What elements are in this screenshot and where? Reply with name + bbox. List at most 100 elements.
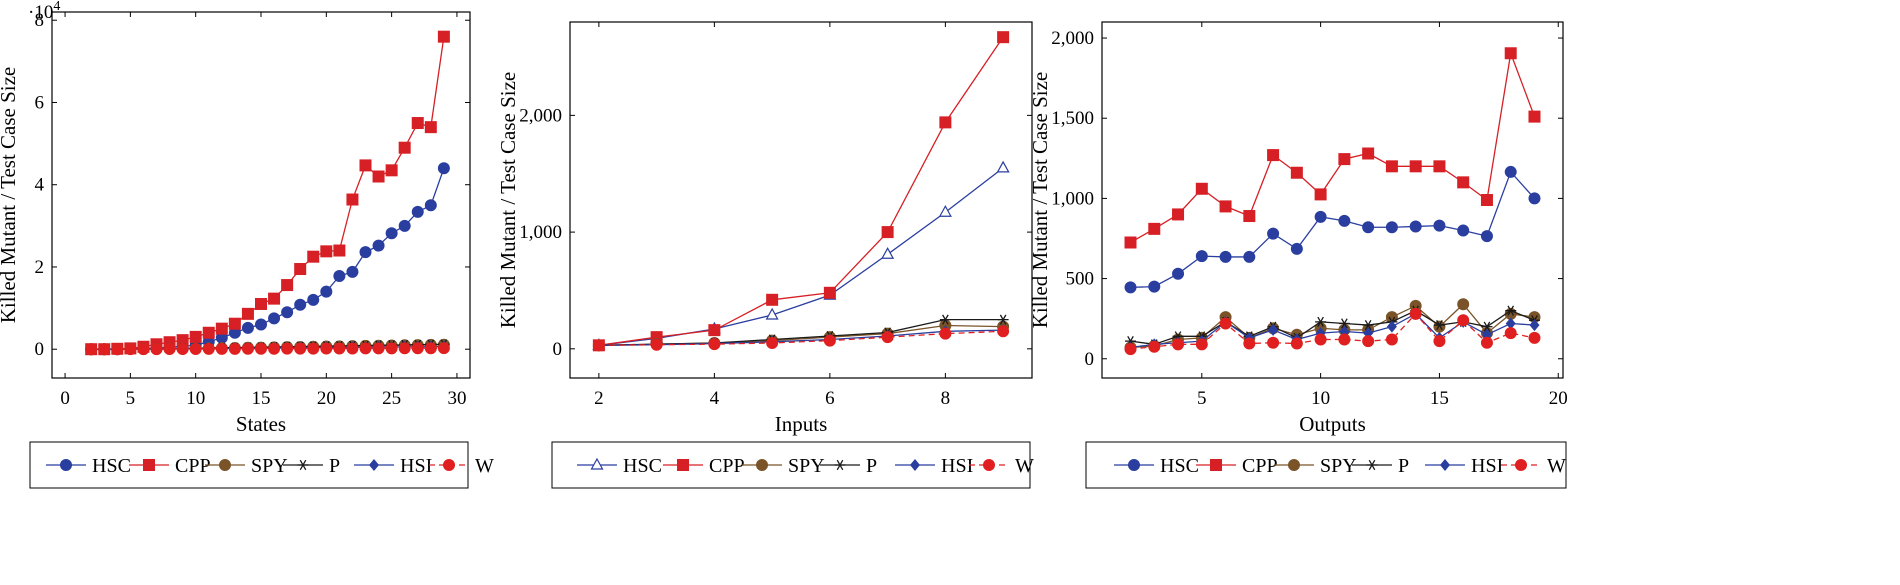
data-point-cpp xyxy=(1504,47,1517,60)
x-tick-label: 15 xyxy=(252,388,271,409)
data-point-cpp xyxy=(215,322,228,335)
legend-item-hsi: HSI xyxy=(895,455,973,477)
data-point-cpp xyxy=(1528,110,1541,123)
x-tick-label: 8 xyxy=(941,388,951,409)
legend-item-p: P xyxy=(1352,455,1409,477)
data-point-w xyxy=(359,342,372,355)
data-point-hsc xyxy=(1433,219,1446,232)
legend-label-hsi: HSI xyxy=(941,455,973,477)
data-point-cpp xyxy=(385,164,398,177)
data-point-cpp xyxy=(1172,208,1185,221)
y-tick-label: 6 xyxy=(35,92,45,113)
x-tick-label: 5 xyxy=(126,388,136,409)
data-point-p xyxy=(1505,305,1517,316)
data-point-cpp xyxy=(176,334,189,347)
legend-item-w: W xyxy=(1501,455,1566,477)
legend-marker-hsi xyxy=(369,459,379,471)
x-tick-label: 30 xyxy=(447,388,466,409)
legend-marker-hsi xyxy=(1440,459,1450,471)
legend-box xyxy=(1085,441,1567,489)
data-point-hsc xyxy=(1480,230,1493,243)
x-tick-label: 0 xyxy=(60,388,70,409)
x-tick-label: 6 xyxy=(825,388,835,409)
y-tick-label: 1,500 xyxy=(1051,108,1094,129)
legend-label-w: W xyxy=(1547,455,1566,477)
data-point-hsc xyxy=(1219,250,1232,263)
data-point-hsc xyxy=(424,199,437,212)
data-point-hsi xyxy=(1268,323,1279,336)
data-point-w xyxy=(202,342,215,355)
legend-marker-spy xyxy=(1288,459,1300,471)
data-point-hsc xyxy=(1457,224,1470,237)
series-w xyxy=(85,342,450,356)
data-point-w xyxy=(592,339,605,352)
data-point-w xyxy=(1504,327,1517,340)
legend-label-p: P xyxy=(329,455,340,477)
data-point-w xyxy=(1267,336,1280,349)
legend-marker-hsc xyxy=(590,457,604,470)
x-tick-label: 4 xyxy=(710,388,720,409)
legend-marker-spy xyxy=(219,459,231,471)
data-point-w xyxy=(1219,317,1232,330)
data-point-w xyxy=(241,342,254,355)
y-tick-label: 0 xyxy=(553,339,563,360)
data-point-hsc xyxy=(1528,192,1541,205)
chart-outputs: 5 10 15 20 0 500 1,000 1,500 2,000 Outputs Killed … xyxy=(1028,21,1568,489)
legend-item-hsi: HSI xyxy=(354,455,432,477)
data-point-hsc xyxy=(938,205,952,217)
legend-label-cpp: CPP xyxy=(175,455,211,477)
data-point-cpp xyxy=(346,193,359,206)
legend-label-hsc: HSC xyxy=(1160,455,1199,477)
data-point-cpp xyxy=(1290,166,1303,179)
data-point-hsc xyxy=(1243,250,1256,263)
data-point-cpp xyxy=(1362,147,1375,160)
data-point-w xyxy=(228,342,241,355)
y-tick-label: 500 xyxy=(1066,269,1095,290)
legend-item-p: P xyxy=(283,455,340,477)
data-point-p xyxy=(1315,316,1327,327)
legend-item-spy: SPY xyxy=(742,455,825,477)
legend-item-hsi: HSI xyxy=(1425,455,1503,477)
series-line-cpp xyxy=(1130,50,1536,244)
series-line-hsi xyxy=(598,329,1004,346)
data-point-cpp xyxy=(424,121,437,134)
data-point-w xyxy=(111,343,124,356)
data-point-w xyxy=(98,343,111,356)
series-line-hsi xyxy=(91,345,444,350)
data-point-hsi xyxy=(1529,319,1540,332)
legend-item-w: W xyxy=(969,455,1034,477)
data-point-hsi xyxy=(1386,320,1397,333)
data-point-w xyxy=(1314,333,1327,346)
data-point-w xyxy=(333,342,346,355)
legend: HSC CPP SPY P HSI W xyxy=(1085,441,1567,489)
data-point-cpp xyxy=(1243,210,1256,223)
legend-label-cpp: CPP xyxy=(709,455,745,477)
legend-item-hsc: HSC xyxy=(577,455,662,477)
data-point-w xyxy=(124,343,137,356)
data-point-cpp xyxy=(997,31,1010,44)
legend-marker-cpp xyxy=(677,459,689,471)
data-point-hsc xyxy=(1172,267,1185,280)
legend-label-w: W xyxy=(1015,455,1034,477)
x-tick-label: 25 xyxy=(382,388,401,409)
data-point-w xyxy=(1362,335,1375,348)
data-point-cpp xyxy=(320,245,333,258)
data-point-hsc xyxy=(294,298,307,311)
data-point-p xyxy=(1433,319,1445,331)
series-line-hsc xyxy=(1130,170,1535,289)
data-point-cpp xyxy=(1433,160,1446,173)
x-tick-label: 20 xyxy=(1549,388,1568,409)
data-point-cpp xyxy=(255,297,267,310)
data-point-hsc xyxy=(996,160,1010,173)
data-point-hsi xyxy=(1505,317,1516,330)
data-point-cpp xyxy=(281,279,294,292)
series-cpp xyxy=(85,30,450,356)
legend-marker-spy xyxy=(756,459,768,471)
data-point-w xyxy=(150,343,163,356)
y-tick-label: 2,000 xyxy=(519,105,562,126)
data-point-hsc xyxy=(1148,280,1161,293)
legend-marker-w xyxy=(983,459,995,471)
series-line-cpp xyxy=(598,36,1004,346)
legend-item-spy: SPY xyxy=(205,455,288,477)
